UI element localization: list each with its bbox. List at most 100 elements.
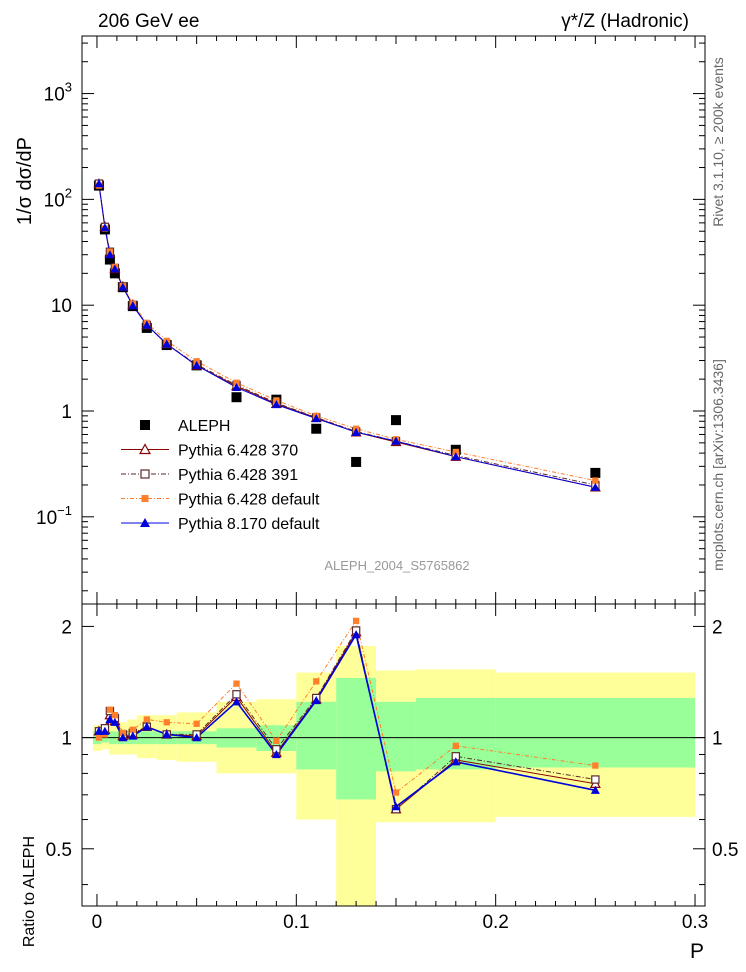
main-point-p8 [451,452,461,461]
ratio-point-p391 [232,690,241,699]
main-point-p8 [142,320,152,329]
ratio-bands-group [82,646,705,906]
ratio-point-p6def [129,726,136,733]
header-energy: 206 GeV ee [98,11,199,32]
main-point-aleph [311,423,322,434]
ratio-point-p8 [232,697,242,706]
xtick-label: 0 [92,912,103,933]
ratio-frame: 2 2 1 1 0.5 0.5 0 0.1 0.2 0.3 [46,603,738,933]
ratio-point-p6def [452,742,459,749]
main-line-p8 [98,183,596,488]
main-point-p8 [105,250,115,259]
main-axes-frame [81,35,706,605]
ratio-point-p8 [94,726,104,735]
main-point-aleph [104,254,115,265]
main-point-p6def [452,448,459,456]
ratio-band-stat [296,701,337,770]
main-point-p8 [232,382,242,392]
main-point-p6def [592,477,599,484]
legend-label-p6def: Pythia 6.428 default [178,492,320,509]
main-point-aleph [231,392,242,403]
ratio-point-p8 [162,729,172,739]
ratio-ytick-label-left: 2 [61,617,72,638]
main-series-group [93,178,601,492]
ratio-point-p6def [352,617,360,625]
ratio-point-p8 [271,750,281,759]
ratio-point-p8 [311,696,321,705]
ratio-point-p6def [193,720,200,727]
legend-marker-p370 [138,443,152,455]
main-point-aleph [109,268,120,279]
main-ytick-label: 103 [44,80,72,106]
legend-entry-p370: Pythia 6.428 370 [121,443,298,460]
ratio-ytick-label-left: 1 [61,729,72,750]
xtick-label: 0.3 [682,912,708,933]
legend-entry-aleph: ALEPH [140,418,230,435]
main-point-p8 [94,179,104,188]
ratio-point-p6def [95,734,103,741]
legend-label-aleph: ALEPH [178,418,230,435]
legend-label-p391: Pythia 6.428 391 [178,467,298,484]
main-ytick-label: 102 [44,185,72,211]
ratio-point-p6def [119,729,127,737]
ratio-point-p8 [590,785,600,794]
ratio-point-p8 [192,733,202,742]
ratio-point-p8 [110,717,120,726]
main-point-p8 [590,482,600,491]
ratio-point-p6def [273,737,280,744]
ratio-point-p6def [392,789,400,796]
main-ytick-label: 1 [61,402,72,423]
main-point-p8 [128,301,138,310]
ratio-band-stat [376,701,416,772]
main-ytick-label: 10 [51,296,72,317]
ratio-point-p6def [106,706,114,713]
main-point-p8 [162,339,172,348]
xlabel: P [690,940,704,963]
main-point-p8 [100,223,110,232]
ratio-ytick-label-left: 0.5 [46,840,72,861]
header-process: γ*/Z (Hadronic) [561,11,689,32]
main-line-p391 [98,183,596,486]
ratio-ytick-label-right: 2 [712,617,723,638]
legend-label-p370: Pythia 6.428 370 [178,443,298,460]
main-point-p8 [391,436,401,445]
ratio-point-p6def [143,716,150,723]
ratio-point-p6def [233,680,240,687]
ratio-point-p8 [351,630,361,639]
legend-label-p8: Pythia 8.170 default [178,516,320,533]
rivet-version-label: Rivet 3.1.10, ≥ 200k events [710,57,726,227]
ratio-band-stat [495,698,696,768]
ratio-series-group [93,617,601,814]
main-point-p8 [192,360,202,369]
ratio-point-p8 [142,722,152,731]
main-ytick-label: 10−1 [36,503,72,529]
ratio-point-p391 [591,775,600,784]
ratio-point-p6def [592,762,599,769]
legend-entry-p391: Pythia 6.428 391 [121,467,298,484]
main-point-p8 [118,282,128,291]
main-point-p6def [233,379,240,386]
legend-marker-p8 [140,518,150,527]
ratio-point-p8 [128,731,138,740]
ratio-point-p8 [391,802,401,811]
legend-marker-p391 [140,469,150,479]
analysis-watermark: ALEPH_2004_S5765862 [324,558,469,573]
main-line-p370 [98,183,596,488]
ratio-point-p6def [313,678,320,685]
legend-marker-p6def [141,495,149,502]
main-point-p8 [271,400,281,409]
legend-marker-aleph [140,420,150,430]
main-line-p6def [98,185,596,482]
mcplots-label: mcplots.cern.ch [arXiv:1306.3436] [710,359,726,571]
main-ylabel: 1/σ dσ/dP [14,137,36,225]
ratio-point-p8 [105,714,115,724]
ratio-ytick-label-right: 0.5 [712,840,738,861]
ratio-point-p8 [451,757,461,766]
ratio-ytick-label-right: 1 [712,729,723,750]
ratio-line-p6def [98,619,596,794]
ratio-point-p6def [163,719,170,726]
main-point-p8 [311,413,321,423]
main-point-aleph [590,467,601,478]
